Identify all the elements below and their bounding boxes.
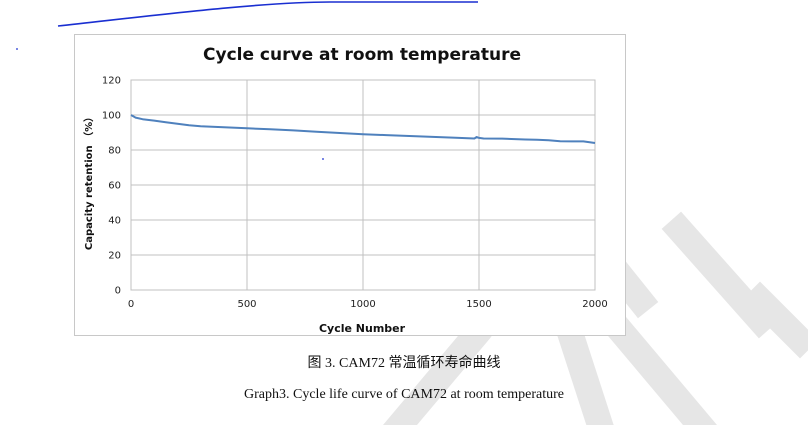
y-tick-label: 40 — [108, 216, 121, 227]
y-axis-label: Capacity retention （%） — [82, 112, 95, 250]
chart-frame: Cycle curve at room temperature Cycle Nu… — [74, 34, 626, 336]
x-tick-label: 0 — [128, 299, 134, 310]
pen-dot — [16, 48, 18, 50]
y-tick-label: 20 — [108, 251, 121, 262]
x-tick-label: 1000 — [350, 299, 375, 310]
y-tick-label: 100 — [102, 111, 121, 122]
chart-title: Cycle curve at room temperature — [203, 45, 521, 65]
figure-caption-english: Graph3. Cycle life curve of CAM72 at roo… — [244, 387, 564, 402]
grid-layer — [130, 79, 596, 291]
y-tick-label: 80 — [108, 146, 121, 157]
figure-caption-chinese: 图 3. CAM72 常温循环寿命曲线 — [307, 356, 501, 371]
x-axis-label: Cycle Number — [319, 322, 406, 335]
pen-stroke-line — [57, 1, 478, 27]
y-tick-label: 120 — [102, 76, 121, 87]
y-tick-label: 0 — [115, 286, 121, 297]
line-chart: Cycle curve at room temperature Cycle Nu… — [82, 45, 608, 335]
series-line-capacity-retention — [130, 114, 596, 144]
y-tick-label: 60 — [108, 181, 121, 192]
tick-labels: 0 20 40 60 80 100 120 0 500 1000 1500 2000 — [102, 76, 608, 311]
pen-dot-in-plot — [322, 158, 324, 160]
x-tick-label: 1500 — [466, 299, 491, 310]
series-layer — [130, 114, 596, 144]
x-tick-label: 2000 — [582, 299, 607, 310]
x-tick-label: 500 — [237, 299, 256, 310]
